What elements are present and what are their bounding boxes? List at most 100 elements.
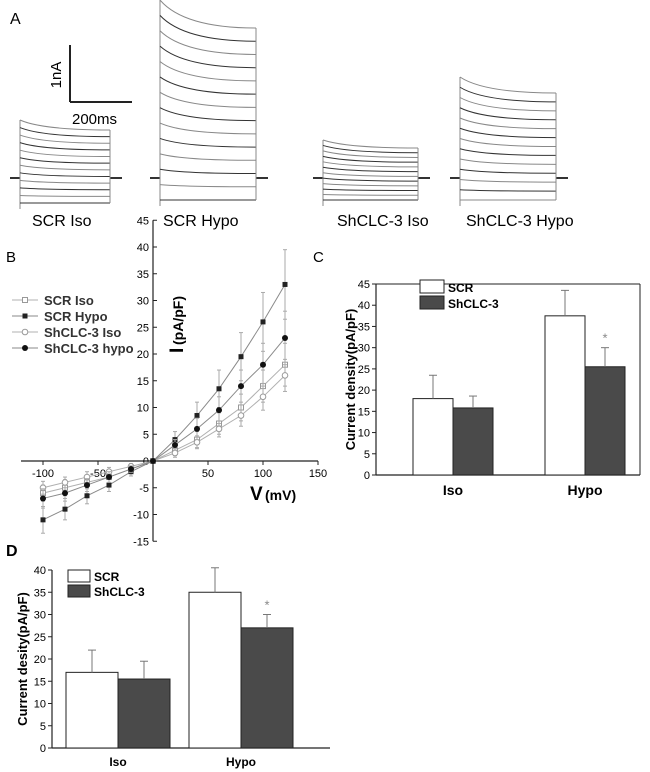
y-tick-label: 35 [34, 587, 46, 599]
legend-swatch [419, 279, 445, 294]
trace-shclc3-iso [313, 139, 430, 206]
current-trace [322, 166, 419, 173]
y-tick-label: 15 [137, 376, 149, 388]
point [194, 413, 200, 419]
x-axis-title: V [250, 484, 263, 505]
current-trace [159, 122, 257, 135]
y-tick-label: 0 [40, 743, 46, 755]
y-tick-label: 45 [137, 215, 149, 227]
current-trace [19, 119, 111, 131]
bar [117, 678, 171, 749]
x-tick-label: 100 [254, 468, 272, 480]
y-tick-label: 20 [358, 385, 370, 397]
y-tick-label: 30 [137, 296, 149, 308]
series-shclc-3-hypo [40, 310, 288, 509]
point [282, 334, 288, 341]
bar [544, 315, 586, 476]
y-tick-label: 40 [137, 242, 149, 254]
bar [65, 671, 119, 749]
point [150, 458, 156, 464]
current-trace [459, 179, 557, 183]
point [128, 466, 134, 473]
current-trace [322, 150, 419, 158]
point [106, 474, 112, 481]
current-trace [159, 91, 257, 108]
current-trace [19, 149, 111, 158]
current-trace [459, 97, 557, 112]
current-trace [322, 139, 419, 149]
current-trace [322, 177, 419, 182]
y-tick-label: 0 [143, 456, 149, 468]
series-scr-iso [40, 342, 288, 502]
current-trace [19, 179, 111, 184]
point [216, 407, 222, 414]
legend-label: ShCLC-3 [94, 585, 145, 599]
y-tick-label: 30 [34, 610, 46, 622]
y-tick-label: -15 [133, 536, 149, 548]
current-trace [19, 142, 111, 151]
significance-star: * [602, 331, 607, 346]
current-trace [159, 30, 257, 55]
x-axis-unit: (mV) [265, 487, 296, 503]
legend-label: SCR [448, 281, 474, 295]
current-trace [159, 45, 257, 69]
point [237, 412, 245, 419]
bar [452, 407, 494, 476]
point [194, 425, 200, 432]
current-trace [159, 0, 257, 29]
x-tick-label: 150 [309, 468, 327, 480]
current-trace [322, 183, 419, 187]
y-tick-label: 0 [364, 470, 370, 482]
bar [188, 591, 242, 749]
point [62, 490, 68, 497]
x-category-label: Iso [109, 755, 126, 769]
current-trace [459, 189, 557, 192]
x-tick-label: -100 [32, 468, 54, 480]
y-tick-label: 45 [358, 279, 370, 291]
current-trace [322, 144, 419, 154]
y-axis-title: I (pA/pF) [167, 296, 188, 353]
point [281, 372, 289, 379]
y-axis-title: Current density(pA/pF) [343, 309, 358, 451]
trace-label-shclc3-iso: ShCLC-3 Iso [337, 213, 429, 230]
current-trace [159, 15, 257, 42]
y-tick-label: 15 [34, 676, 46, 688]
legend-label: SCR Iso [44, 293, 94, 308]
bar [584, 366, 626, 476]
current-trace [459, 117, 557, 130]
y-tick-label: 20 [137, 349, 149, 361]
trace-label-scr-iso: SCR Iso [32, 213, 92, 230]
y-tick-label: 10 [34, 699, 46, 711]
y-tick-label: 5 [143, 429, 149, 441]
current-trace [19, 127, 111, 138]
point [260, 319, 266, 325]
trace-label-scr-hypo: SCR Hypo [163, 213, 239, 230]
legend-label: ShCLC-3 [448, 297, 499, 311]
current-trace [459, 148, 557, 156]
point [172, 441, 178, 448]
bar-chart-d: 0 5 10 15 20 25 30 35 40 Current desity(pA/pF) Iso… [15, 565, 330, 769]
current-trace [322, 188, 419, 192]
y-tick-label: 5 [364, 449, 370, 461]
current-trace [322, 161, 419, 168]
point [259, 393, 267, 401]
y-tick-label: 25 [34, 632, 46, 644]
point [21, 328, 29, 336]
bar-chart-c: 0 5 10 15 20 25 30 35 40 45 Current density(pA/pF)… [343, 279, 641, 498]
current-trace [322, 194, 419, 196]
point [22, 313, 28, 319]
x-category-label: Iso [443, 482, 463, 498]
bar [412, 398, 454, 476]
current-trace [322, 155, 419, 163]
series-line [42, 337, 286, 499]
point [238, 383, 244, 390]
current-trace [19, 157, 111, 164]
scale-bar-time-label: 200ms [72, 111, 117, 128]
current-trace [19, 187, 111, 191]
point [22, 345, 28, 351]
series-line [42, 284, 286, 521]
legend-label: SCR [94, 570, 120, 584]
point [61, 479, 69, 486]
